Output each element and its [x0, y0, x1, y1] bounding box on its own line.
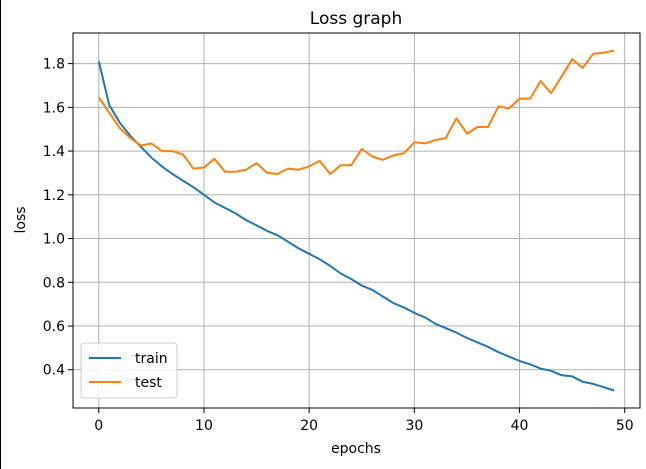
- grid-lines: [73, 33, 640, 408]
- legend-label-train: train: [135, 351, 168, 367]
- y-tick-label: 1.4: [43, 144, 65, 160]
- y-tick-label: 1.6: [43, 100, 65, 116]
- legend: train test: [80, 342, 178, 399]
- x-tick-label: 30: [405, 418, 423, 434]
- y-axis-label: loss: [13, 206, 29, 233]
- x-tick-label: 40: [511, 418, 529, 434]
- series-line-test: [97, 49, 615, 175]
- legend-label-test: test: [135, 375, 162, 391]
- x-axis-ticks: 0 10 20 30 40 50: [94, 408, 634, 434]
- y-tick-label: 1.2: [43, 188, 65, 204]
- series-line-train: [97, 61, 615, 392]
- chart-title: Loss graph: [310, 9, 402, 29]
- x-tick-label: 10: [195, 418, 213, 434]
- x-tick-label: 20: [300, 418, 318, 434]
- x-tick-label: 50: [616, 418, 634, 434]
- plot-area-frame: [72, 32, 641, 409]
- y-tick-label: 0.4: [43, 363, 65, 379]
- legend-box: [80, 342, 178, 399]
- y-tick-label: 1.8: [43, 57, 65, 73]
- x-axis-label: epochs: [331, 441, 381, 457]
- y-axis-ticks: 0.4 0.6 0.8 1.0 1.2 1.4 1.6 1.8: [43, 57, 73, 379]
- y-tick-label: 0.6: [43, 319, 65, 335]
- y-tick-label: 0.8: [43, 275, 65, 291]
- x-tick-label: 0: [94, 418, 103, 434]
- series-lines: [97, 49, 615, 392]
- y-tick-label: 1.0: [43, 232, 65, 248]
